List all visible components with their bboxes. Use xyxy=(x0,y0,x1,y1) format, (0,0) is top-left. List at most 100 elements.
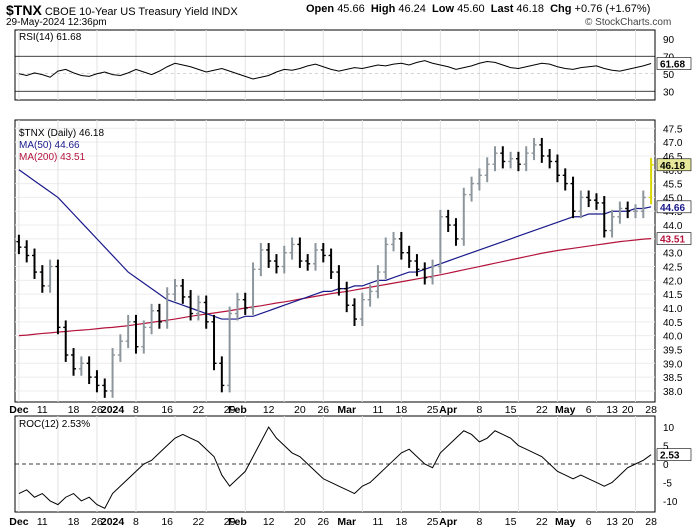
price-last-flag-box xyxy=(656,158,692,172)
x-tick-label-bottom: Feb xyxy=(228,516,247,528)
ma200-flag-label: 43.51 xyxy=(660,235,685,246)
price-last-flag-label: 46.18 xyxy=(660,161,685,172)
x-tick-label-top: 11 xyxy=(37,404,48,416)
ma50-line xyxy=(18,169,652,320)
x-tick-label-top: May xyxy=(555,404,576,416)
x-tick-label-top: 20 xyxy=(294,404,306,416)
ohlc-readout: Open 45.66 High 46.24 Low 45.60 Last 46.… xyxy=(306,3,650,15)
exchange: INDX xyxy=(211,6,238,18)
price-legend: $TNX (Daily) 46.18 xyxy=(19,128,104,139)
x-tick-label-top: Mar xyxy=(337,404,356,416)
roc-last-flag-label: 2.53 xyxy=(660,451,680,462)
price-tick-label: 38.0 xyxy=(663,387,683,398)
open-value: 45.66 xyxy=(337,3,365,15)
symbol: $TNX xyxy=(6,2,42,18)
x-tick-label-bottom: Apr xyxy=(439,516,457,528)
x-tick-label-bottom: 26 xyxy=(317,516,329,528)
x-tick-label-bottom: 11 xyxy=(37,516,48,528)
x-tick-label-top: 15 xyxy=(505,404,517,416)
x-tick-label-bottom: 26 xyxy=(91,516,103,528)
rsi-line xyxy=(18,60,652,80)
x-tick-label-top: Feb xyxy=(228,404,247,416)
x-tick-label-bottom: 22 xyxy=(536,516,548,528)
price-tick-label: 38.5 xyxy=(663,373,683,384)
x-tick-label-top: 29 xyxy=(224,404,236,416)
x-tick-label-bottom: 8 xyxy=(133,516,139,528)
price-tick-label: 46.0 xyxy=(663,166,683,177)
x-tick-label-bottom: 2024 xyxy=(101,516,125,528)
x-tick-label-bottom: 25 xyxy=(427,516,439,528)
ma200-flag-box xyxy=(656,232,692,245)
x-tick-label-top: 11 xyxy=(372,404,383,416)
x-tick-label-top: 20 xyxy=(622,404,634,416)
x-tick-label-bottom: 18 xyxy=(68,516,80,528)
roc-tick-label: 5 xyxy=(663,442,669,453)
rsi-last-flag-label: 61.68 xyxy=(660,60,685,71)
x-tick-label-top: 25 xyxy=(427,404,439,416)
chg-label: Chg xyxy=(550,3,572,15)
rsi-last-flag-box xyxy=(656,57,692,70)
watermark: © StockCharts.com xyxy=(585,17,672,28)
x-tick-label-bottom: 29 xyxy=(224,516,236,528)
price-tick-label: 40.0 xyxy=(663,332,683,343)
high-value: 46.24 xyxy=(398,3,426,15)
price-tick-label: 46.5 xyxy=(663,152,683,163)
chart-title: $TNX CBOE 10-Year US Treasury Yield INDX xyxy=(6,2,238,18)
x-tick-label-top: Dec xyxy=(9,404,28,416)
security-name: CBOE 10-Year US Treasury Yield xyxy=(44,6,209,18)
x-tick-label-top: 22 xyxy=(193,404,205,416)
price-tick-label: 47.0 xyxy=(663,138,683,149)
x-tick-label-bottom: May xyxy=(555,516,576,528)
ma200-line xyxy=(18,238,652,337)
x-tick-label-top: 22 xyxy=(536,404,548,416)
chg-value: +0.76 (+1.67%) xyxy=(574,3,651,15)
x-tick-label-top: 18 xyxy=(68,404,80,416)
price-tick-label: 41.0 xyxy=(663,304,683,315)
rsi-tick-label: 50 xyxy=(663,70,675,81)
x-tick-label-bottom: 16 xyxy=(161,516,173,528)
roc-last-flag-box xyxy=(656,448,692,461)
rsi-tick-label: 90 xyxy=(663,35,675,46)
x-tick-label-top: 2024 xyxy=(101,404,125,416)
low-value: 45.60 xyxy=(457,3,485,15)
x-tick-label-bottom: 28 xyxy=(645,516,657,528)
x-tick-label-bottom: 12 xyxy=(263,516,275,528)
x-tick-label-bottom: 15 xyxy=(505,516,517,528)
ma50-legend: MA(50) 44.66 xyxy=(19,140,80,151)
roc-tick-label: 10 xyxy=(663,423,675,434)
x-tick-label-bottom: Mar xyxy=(337,516,356,528)
x-tick-label-top: 18 xyxy=(395,404,407,416)
last-value: 46.18 xyxy=(516,3,544,15)
x-tick-label-bottom: 13 xyxy=(606,516,618,528)
x-tick-label-bottom: 22 xyxy=(193,516,205,528)
price-tick-label: 47.5 xyxy=(663,124,683,135)
open-label: Open xyxy=(306,3,335,15)
x-tick-label-bottom: 20 xyxy=(294,516,306,528)
price-tick-label: 45.5 xyxy=(663,180,683,191)
x-tick-label-top: 26 xyxy=(91,404,103,416)
low-label: Low xyxy=(432,3,455,15)
high-label: High xyxy=(370,3,396,15)
ma50-flag-label: 44.66 xyxy=(660,203,685,214)
price-tick-label: 39.5 xyxy=(663,345,683,356)
price-panel xyxy=(14,119,656,403)
x-tick-label-bottom: 18 xyxy=(395,516,407,528)
x-tick-label-bottom: 8 xyxy=(476,516,482,528)
x-tick-label-top: 12 xyxy=(263,404,275,416)
chart-datetime: 29-May-2024 12:36pm xyxy=(6,17,107,28)
price-tick-label: 42.0 xyxy=(663,276,683,287)
roc-legend: ROC(12) 2.53% xyxy=(19,419,90,430)
roc-panel xyxy=(14,415,656,513)
rsi-legend: RSI(14) 61.68 xyxy=(19,32,82,43)
x-tick-label-top: Apr xyxy=(439,404,457,416)
price-tick-label: 40.5 xyxy=(663,318,683,329)
ma200-legend: MA(200) 43.51 xyxy=(19,152,86,163)
roc-line xyxy=(18,426,652,509)
price-tick-label: 44.0 xyxy=(663,221,683,232)
price-tick-label: 41.5 xyxy=(663,290,683,301)
x-tick-label-bottom: 20 xyxy=(622,516,634,528)
roc-tick-label: -10 xyxy=(663,497,678,508)
ma50-flag-box xyxy=(656,200,692,214)
x-tick-label-top: 6 xyxy=(586,404,592,416)
